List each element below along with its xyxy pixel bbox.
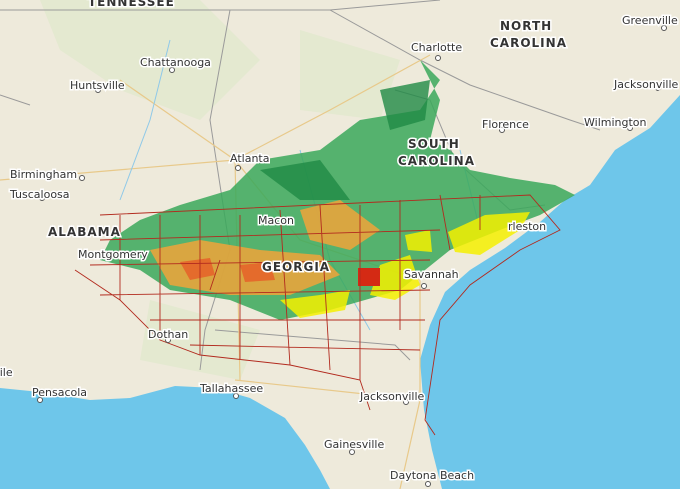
city-label: Pensacola <box>32 386 87 399</box>
city-label: Savannah <box>404 268 459 281</box>
city-dot <box>499 127 505 133</box>
city-label: Jacksonville <box>359 390 425 403</box>
city-dot <box>627 125 633 131</box>
city-label: Daytona Beach <box>390 469 474 482</box>
city-label: Florence <box>482 118 529 131</box>
state-labels: TENNESSEE NORTH CAROLINA SOUTH CAROLINA … <box>47 0 568 276</box>
city-labels: Greenville Charlotte Chattanooga Huntsvi… <box>0 13 680 487</box>
city-label: Greenville <box>622 14 678 27</box>
city-dot <box>169 67 175 73</box>
city-label: Birmingham <box>10 168 77 181</box>
city-label: Huntsville <box>70 79 125 92</box>
city-label: Chattanooga <box>140 56 211 69</box>
city-dot <box>235 165 241 171</box>
city-dot <box>425 481 431 487</box>
state-label: CAROLINA <box>490 36 567 50</box>
state-label: NORTH <box>500 19 552 33</box>
severe-warning <box>358 268 380 286</box>
state-label: ALABAMA <box>48 225 121 239</box>
city-label: Gainesville <box>324 438 384 451</box>
city-dot <box>79 175 85 181</box>
city-dot <box>233 393 239 399</box>
radar-moderate <box>260 80 430 200</box>
city-label: Macon <box>258 214 294 227</box>
city-dot <box>165 337 171 343</box>
city-dot <box>349 449 355 455</box>
state-label: TENNESSEE <box>88 0 175 9</box>
city-label: Jacksonville <box>613 78 679 91</box>
city-label: Wilmington <box>584 116 647 129</box>
city-label: Atlanta <box>230 152 269 165</box>
gulf <box>0 386 330 489</box>
county-outline <box>74 194 561 436</box>
city-dot <box>403 399 409 405</box>
city-dot <box>661 25 667 31</box>
city-label: rleston <box>508 220 546 233</box>
city-dot <box>39 195 45 201</box>
city-label: obile <box>0 366 13 379</box>
city-dot <box>655 85 661 91</box>
state-label: SOUTH <box>408 137 460 151</box>
city-dot <box>95 87 101 93</box>
state-label: CAROLINA <box>398 154 475 168</box>
radar-intense <box>180 258 275 282</box>
city-dot <box>421 283 427 289</box>
city-label: Dothan <box>148 328 188 341</box>
city-dot <box>435 55 441 61</box>
state-label: GEORGIA <box>262 260 330 274</box>
city-label: Montgomery <box>78 248 148 261</box>
terrain <box>40 0 400 380</box>
city-dot <box>37 397 43 403</box>
city-label: Charlotte <box>411 41 462 54</box>
ocean <box>420 95 680 489</box>
city-label: Tallahassee <box>199 382 263 395</box>
city-label: Tuscaloosa <box>9 188 70 201</box>
